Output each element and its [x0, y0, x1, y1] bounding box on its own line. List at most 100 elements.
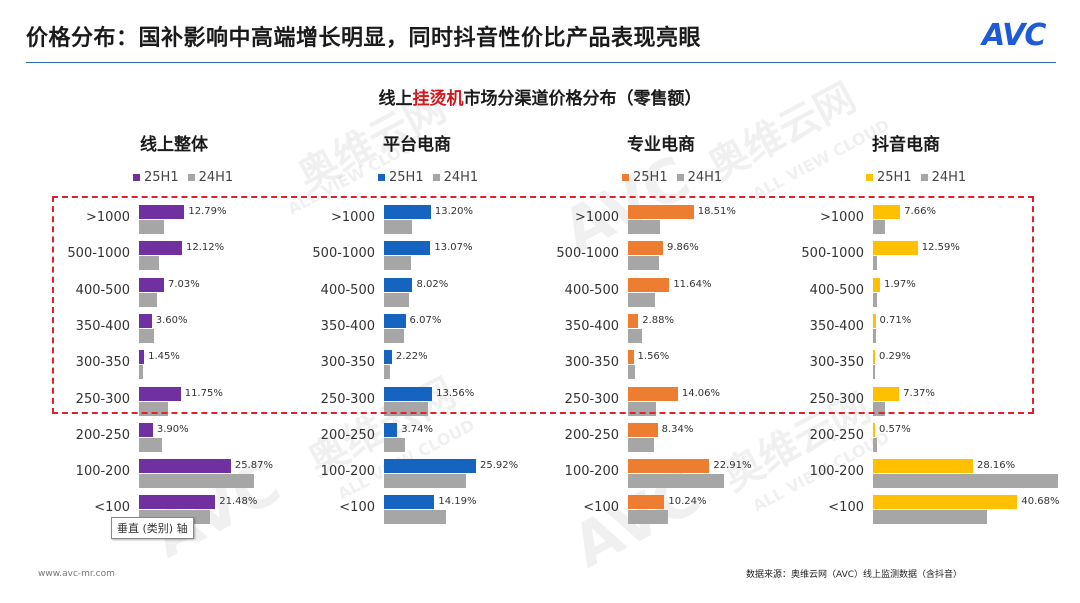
chart-title-highlight: 挂烫机 [412, 89, 464, 109]
data-label: 3.90% [156, 423, 189, 435]
bar-25h1 [384, 277, 413, 292]
data-label: 13.07% [434, 242, 473, 254]
data-label: 6.07% [409, 314, 442, 326]
data-label: 13.20% [434, 206, 473, 217]
category-label: 200-250 [809, 427, 864, 443]
bar-25h1 [139, 495, 216, 510]
legend: 25H1 24H1 [622, 170, 731, 185]
bar-24h1 [139, 292, 157, 307]
bar-25h1 [384, 350, 392, 365]
bar-25h1 [139, 386, 181, 401]
data-label: 12.59% [921, 242, 960, 254]
bar-25h1 [139, 422, 153, 437]
legend-item: 25H1 [378, 170, 424, 185]
category-label: 250-300 [564, 391, 619, 407]
bar-25h1 [873, 313, 876, 328]
bar-24h1 [628, 474, 724, 489]
category-label: 350-400 [320, 318, 375, 334]
legend: 25H1 24H1 [866, 170, 975, 185]
bar-24h1 [628, 292, 655, 307]
legend-swatch [622, 174, 629, 181]
bar-24h1 [873, 437, 878, 452]
data-label: 10.24% [668, 496, 707, 508]
bar-25h1 [873, 459, 973, 474]
category-label: 300-350 [320, 355, 375, 371]
bar-24h1 [139, 437, 163, 452]
category-label: 100-200 [564, 464, 619, 480]
data-label: 11.64% [673, 278, 712, 290]
bar-24h1 [628, 328, 643, 343]
bar-25h1 [139, 313, 152, 328]
legend: 25H1 24H1 [378, 170, 487, 185]
bar-25h1 [873, 495, 1018, 510]
legend-swatch [676, 174, 684, 181]
data-label: 1.56% [637, 351, 670, 363]
bar-25h1 [628, 422, 658, 437]
category-label: 400-500 [564, 282, 619, 298]
bar-25h1 [628, 313, 639, 328]
bar-25h1 [384, 422, 398, 437]
legend-label: 25H1 [877, 170, 912, 185]
panel-title: 线上整体 [140, 135, 208, 155]
data-label: 2.22% [395, 351, 428, 363]
data-label: 25.87% [234, 460, 273, 472]
data-label: 12.12% [186, 242, 225, 254]
legend-item: 25H1 [622, 170, 668, 185]
bar-25h1 [873, 350, 875, 365]
category-label: 400-500 [809, 282, 864, 298]
category-label: 100-200 [809, 464, 864, 480]
data-label: 3.74% [401, 423, 434, 435]
data-label: 25.92% [480, 460, 519, 472]
legend-swatch [920, 174, 928, 181]
category-label: 500-1000 [312, 246, 375, 262]
bar-24h1 [384, 510, 447, 525]
legend-label: 25H1 [633, 170, 668, 185]
bar-24h1 [628, 220, 660, 234]
category-label: 200-250 [564, 427, 619, 443]
legend-swatch [187, 174, 195, 181]
bar-25h1 [384, 459, 477, 474]
bar-24h1 [873, 256, 878, 271]
legend-label: 24H1 [443, 170, 479, 185]
data-label: 0.57% [879, 423, 911, 435]
legend-item: 25H1 [133, 170, 179, 185]
legend-swatch [133, 174, 140, 181]
bar-24h1 [873, 510, 987, 525]
bar-24h1 [384, 292, 409, 307]
bar-24h1 [384, 328, 404, 343]
panel-title: 抖音电商 [872, 135, 940, 155]
legend-item: 24H1 [432, 170, 479, 185]
bar-25h1 [873, 277, 880, 292]
data-label: 21.48% [219, 496, 258, 508]
header-divider [26, 62, 1056, 63]
category-label: 350-400 [75, 318, 130, 334]
bar-24h1 [628, 437, 655, 452]
data-label: 12.79% [188, 206, 227, 217]
bar-24h1 [384, 437, 406, 452]
legend-label: 24H1 [687, 170, 723, 185]
legend-swatch [432, 174, 440, 181]
category-label: >1000 [331, 210, 375, 225]
category-label: 400-500 [75, 282, 130, 298]
bar-25h1 [873, 241, 918, 256]
bar-25h1 [384, 205, 431, 219]
category-label: 250-300 [320, 391, 375, 407]
data-label: 0.71% [879, 314, 912, 326]
bar-24h1 [139, 328, 154, 343]
data-label: 1.45% [148, 351, 180, 363]
bar-24h1 [384, 220, 413, 234]
bar-25h1 [139, 241, 183, 256]
bar-25h1 [628, 277, 670, 292]
bar-24h1 [139, 474, 255, 489]
bar-25h1 [139, 277, 164, 292]
watermark-text: ALL VIEW CLOUD [749, 115, 893, 204]
bar-25h1 [873, 386, 900, 401]
category-label: <100 [339, 500, 375, 516]
bar-24h1 [384, 256, 411, 271]
bar-25h1 [384, 495, 435, 510]
data-label: 14.19% [438, 496, 477, 508]
data-label: 9.86% [667, 242, 699, 254]
chart-title: 线上挂烫机市场分渠道价格分布（零售额） [0, 84, 1080, 109]
category-label: 350-400 [564, 318, 619, 334]
avc-logo: AVC [982, 18, 1046, 53]
